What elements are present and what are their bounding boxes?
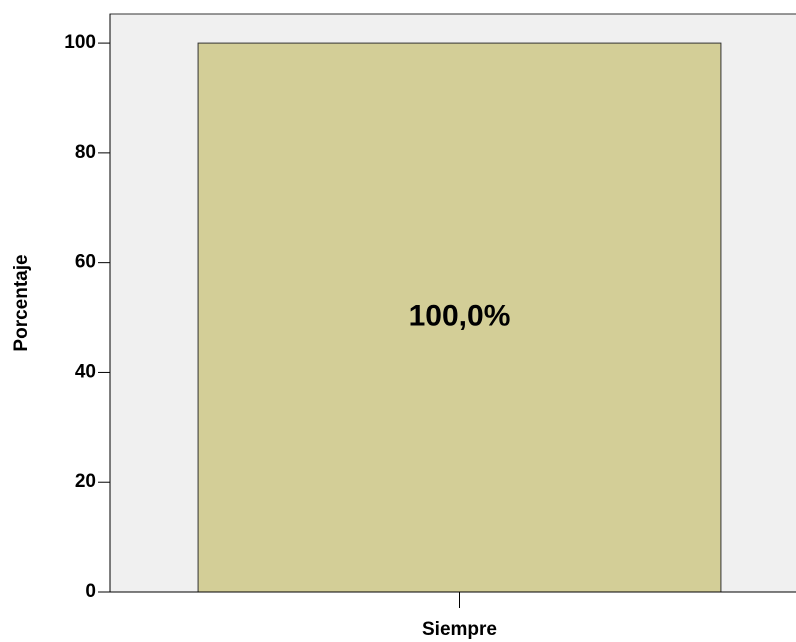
y-tick-label: 40 xyxy=(75,361,96,382)
y-tick-label: 20 xyxy=(75,471,96,492)
y-tick-label: 80 xyxy=(75,142,96,163)
y-tick-label: 60 xyxy=(75,252,96,273)
bar xyxy=(197,42,722,593)
value-label: 100,0% xyxy=(409,299,511,332)
y-tick-label: 0 xyxy=(85,581,96,602)
x-tick-label: Siempre xyxy=(422,619,497,640)
y-axis-label: Porcentaje xyxy=(11,254,32,351)
y-tick-label: 100 xyxy=(64,32,96,53)
